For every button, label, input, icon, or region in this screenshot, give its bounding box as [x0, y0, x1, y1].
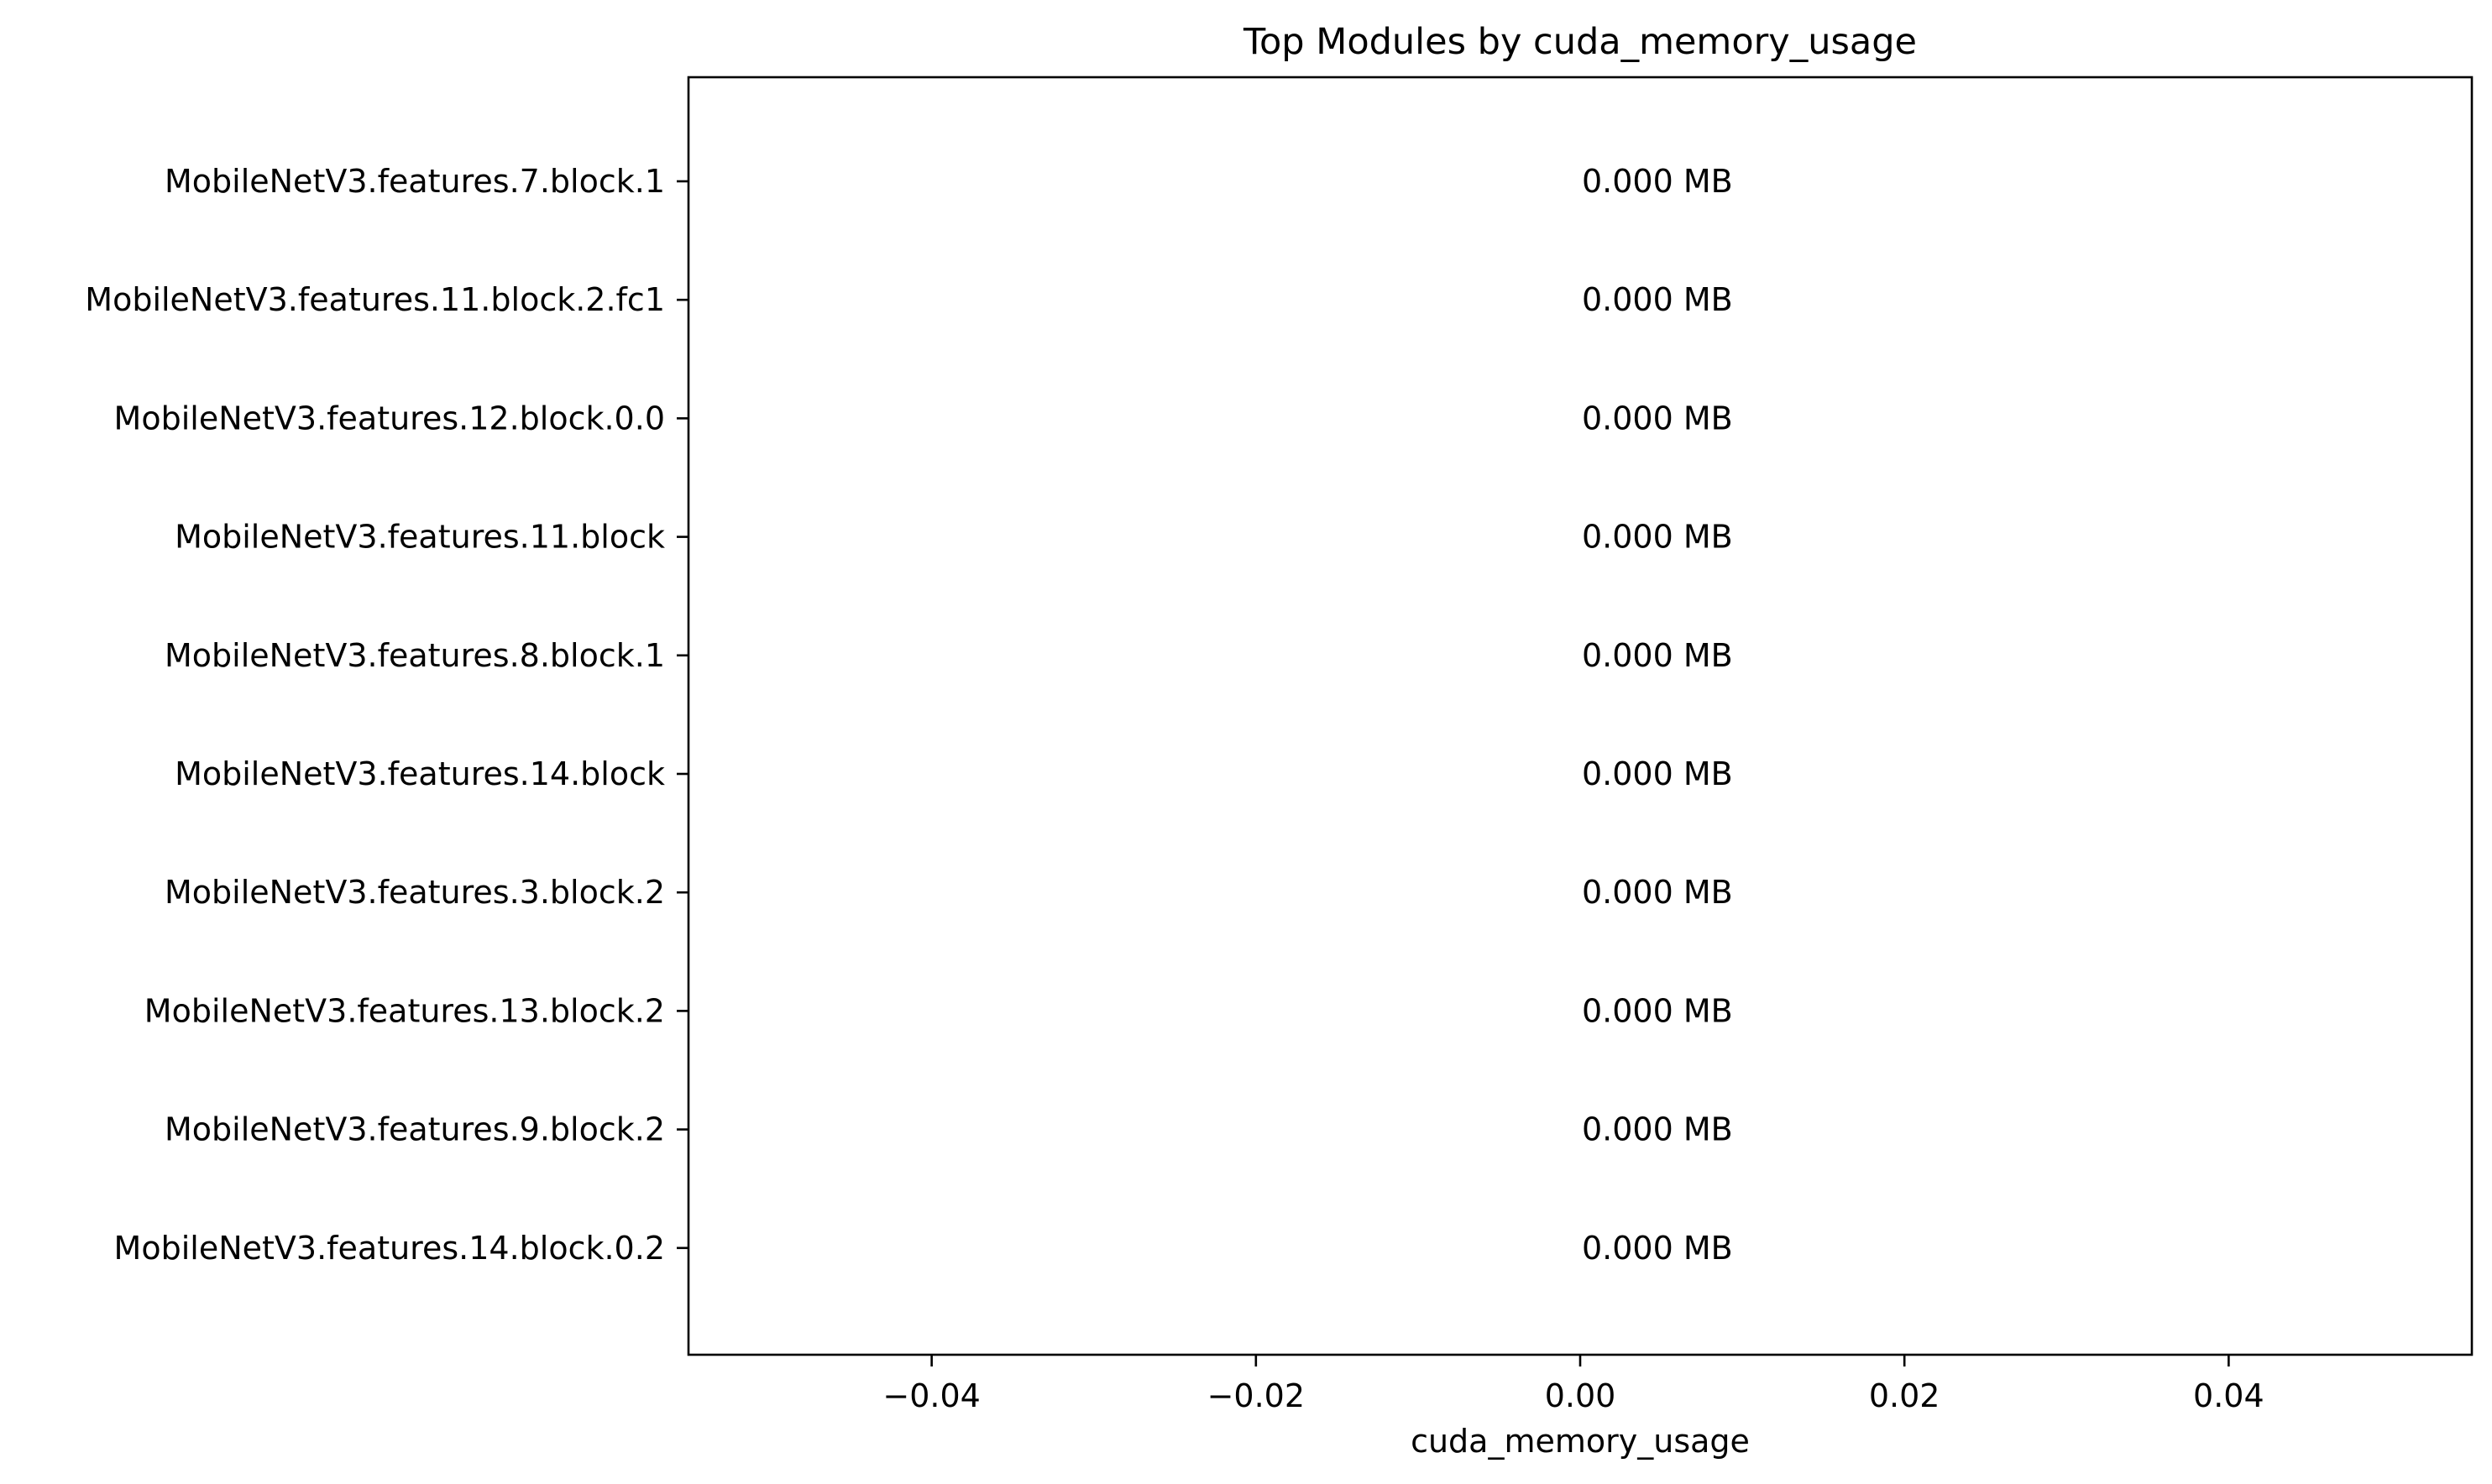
y-tick-label: MobileNetV3.features.14.block.0.2 [114, 1230, 665, 1267]
bar-value-label: 0.000 MB [1582, 1111, 1733, 1148]
chart-title: Top Modules by cuda_memory_usage [1243, 21, 1917, 63]
y-tick-label: MobileNetV3.features.11.block [175, 519, 665, 556]
x-tick-label: 0.04 [2193, 1377, 2264, 1414]
y-tick-label: MobileNetV3.features.11.block.2.fc1 [85, 281, 665, 318]
x-axis: −0.04 −0.02 0.00 0.02 0.04 [882, 1355, 2264, 1414]
bar-value-label: 0.000 MB [1582, 755, 1733, 792]
x-tick-label: −0.04 [882, 1377, 980, 1414]
x-tick-label: −0.02 [1207, 1377, 1305, 1414]
bar-value-label: 0.000 MB [1582, 992, 1733, 1029]
data-labels: 0.000 MB 0.000 MB 0.000 MB 0.000 MB 0.000 MB… [1582, 163, 1733, 1267]
x-tick-label: 0.02 [1869, 1377, 1940, 1414]
y-tick-label: MobileNetV3.features.9.block.2 [165, 1111, 665, 1148]
bar-value-label: 0.000 MB [1582, 637, 1733, 674]
bar-value-label: 0.000 MB [1582, 400, 1733, 436]
plot-area-frame [687, 76, 2474, 1356]
y-tick-label: MobileNetV3.features.13.block.2 [144, 992, 665, 1029]
y-tick-label: MobileNetV3.features.8.block.1 [165, 637, 665, 674]
y-tick-label: MobileNetV3.features.12.block.0.0 [114, 400, 665, 436]
x-axis-label: cuda_memory_usage [1411, 1423, 1750, 1460]
y-tick-label: MobileNetV3.features.3.block.2 [165, 874, 665, 911]
y-tick-label: MobileNetV3.features.14.block [175, 755, 665, 792]
bar-value-label: 0.000 MB [1582, 1230, 1733, 1267]
bar-value-label: 0.000 MB [1582, 281, 1733, 318]
y-tick-label: MobileNetV3.features.7.block.1 [165, 163, 665, 200]
bar-value-label: 0.000 MB [1582, 874, 1733, 911]
y-axis: MobileNetV3.features.7.block.1 MobileNetV… [85, 163, 688, 1267]
bar-value-label: 0.000 MB [1582, 519, 1733, 556]
bar-value-label: 0.000 MB [1582, 163, 1733, 200]
x-tick-label: 0.00 [1545, 1377, 1616, 1414]
